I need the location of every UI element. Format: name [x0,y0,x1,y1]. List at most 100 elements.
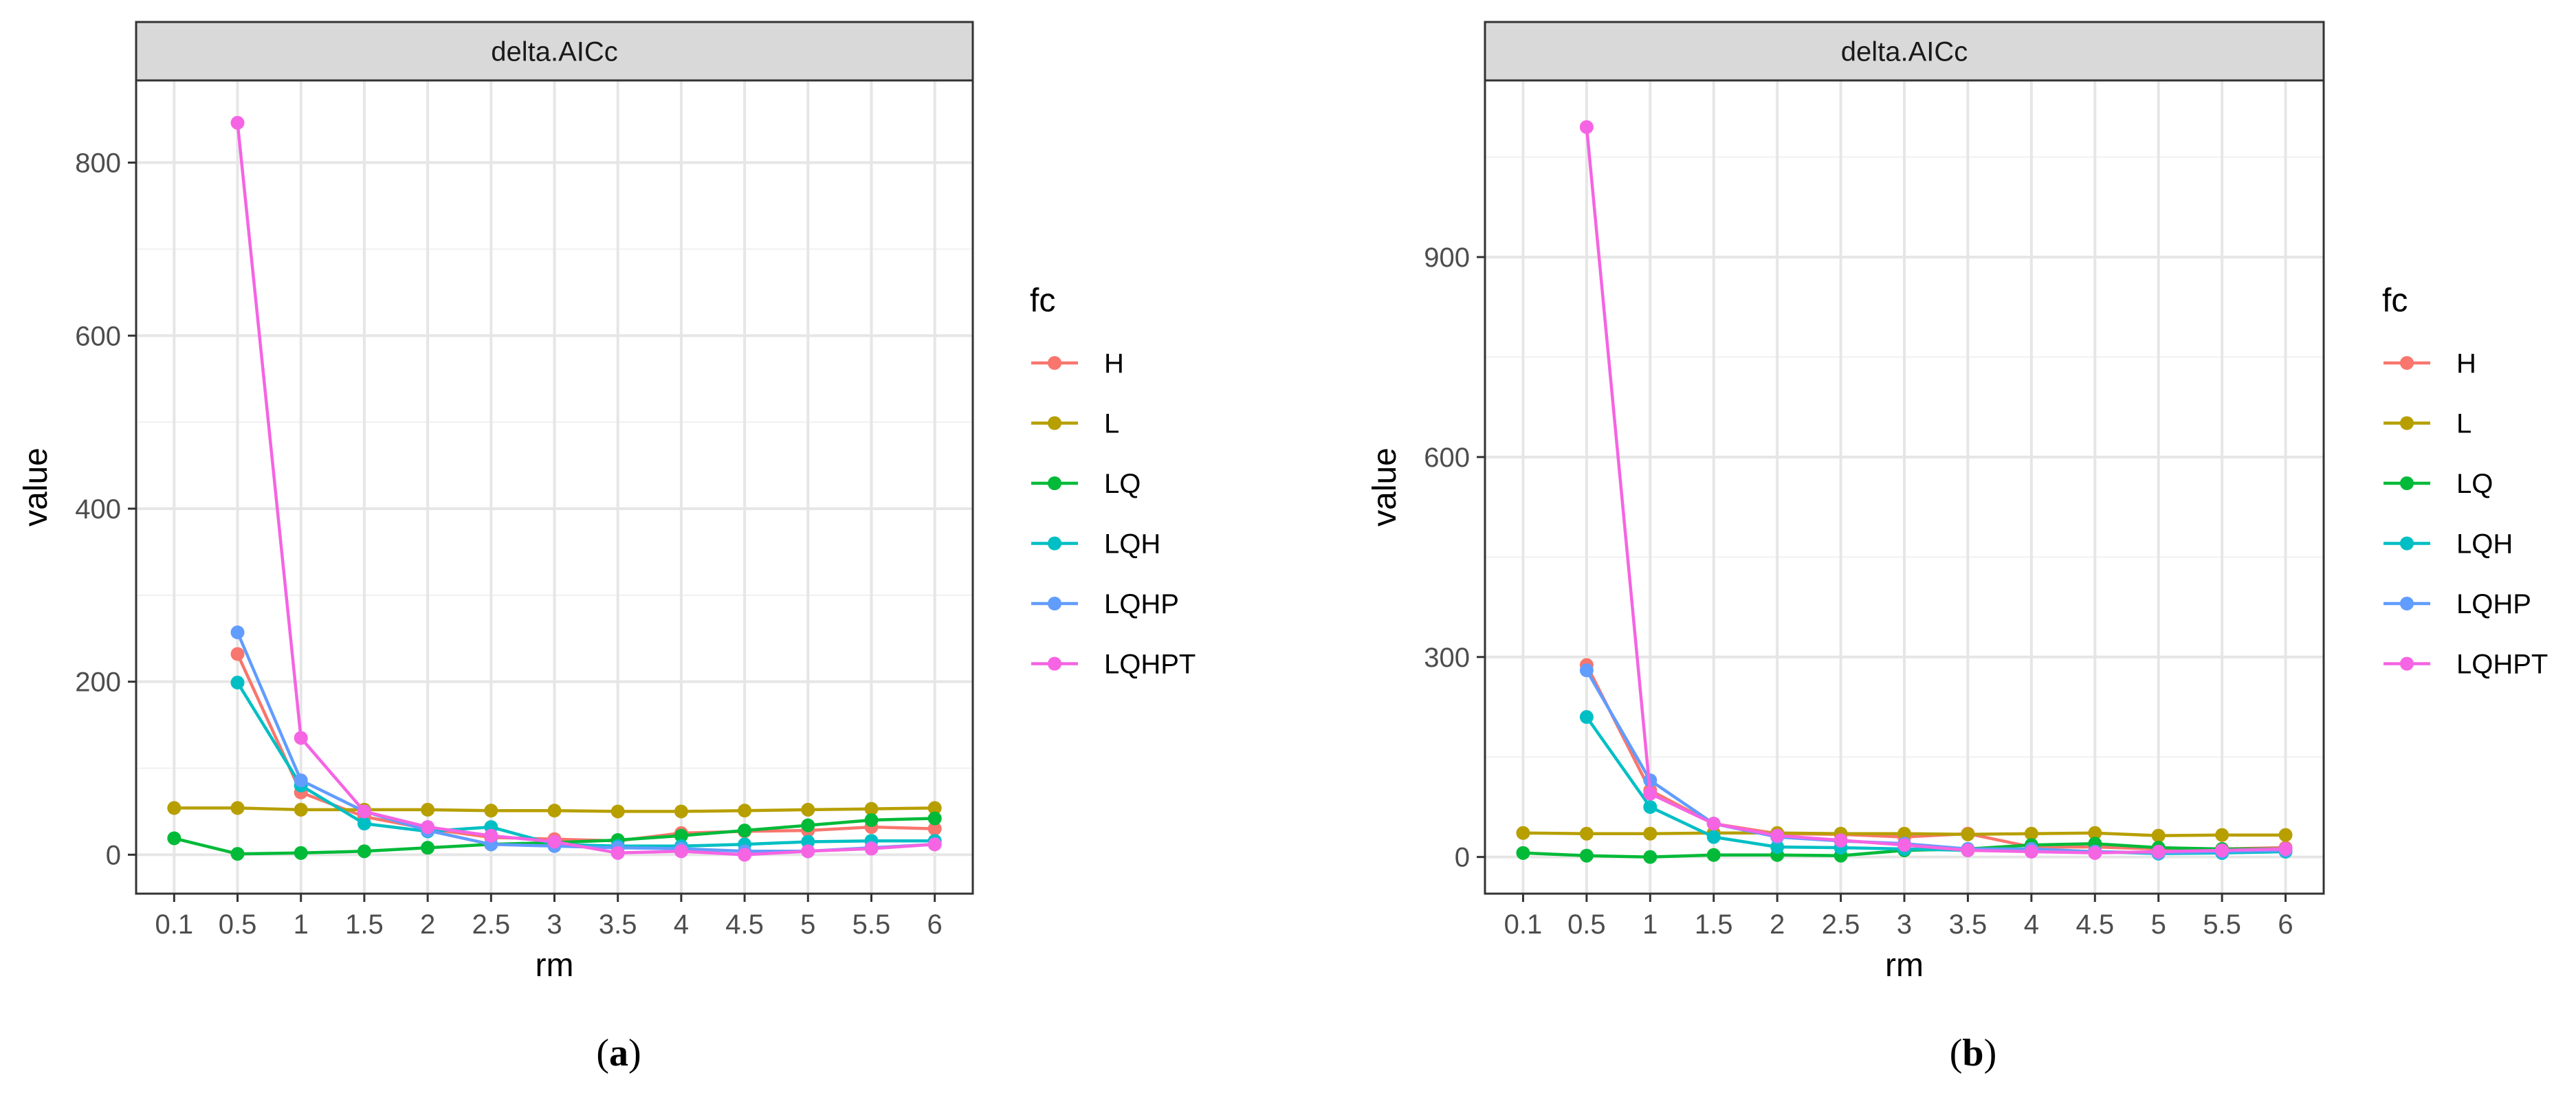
caption-a-open: ( [596,1032,609,1074]
data-point-LQHPT [1706,817,1721,831]
data-point-LQHPT [2151,844,2166,859]
caption-b-close: ) [1983,1032,1997,1074]
data-point-LQ [1706,848,1721,862]
y-tick-label: 800 [75,148,121,179]
data-point-LQ [357,844,371,859]
legend-key-point-LQ [1048,476,1061,490]
data-point-LQHPT [1579,120,1594,134]
data-point-LQHPT [547,835,562,849]
legend-key-point-H [1048,356,1061,370]
series-line-LQH [236,681,935,848]
data-point-LQ [801,818,815,832]
data-point-LQHPT [1834,833,1848,848]
x-tick-label: 0.1 [155,909,194,940]
y-tick-label: 200 [75,667,121,698]
legend-label-L: L [2456,409,2472,439]
x-tick-label: 2.5 [1822,909,1860,940]
data-point-H [230,647,245,661]
legend-key-point-LQHPT [1048,656,1061,671]
legend-label-LQ: LQ [2456,469,2493,499]
x-axis-title: rm [536,947,574,984]
data-point-LQHPT [674,844,688,859]
data-point-LQH [230,675,245,689]
data-point-L [1961,827,1975,841]
data-point-LQHPT [1643,786,1658,801]
data-point-LQHPT [801,844,815,859]
data-point-LQHPT [484,828,498,843]
data-point-LQH [1770,840,1785,854]
legend-key-point-H [2400,356,2414,370]
data-point-L [421,802,435,817]
legend-title: fc [2382,283,2408,319]
legend-key-point-LQ [2400,476,2414,490]
facet-strip-b [1484,21,2325,82]
y-tick-label: 0 [106,840,121,870]
x-tick-label: 0.5 [1567,909,1606,940]
x-tick-label: 3.5 [1949,909,1988,940]
legend-label-LQHPT: LQHPT [1104,650,1196,680]
data-point-L [2278,828,2293,842]
data-point-LQ [421,841,435,855]
legend-key-point-LQHP [2400,597,2414,610]
x-tick-label: 0.5 [219,909,257,940]
facet-strip-a [135,21,974,82]
x-tick-label: 4.5 [725,909,764,940]
legend-key-point-LQH [2400,536,2414,551]
legend-key-point-L [1048,416,1061,430]
data-point-L [864,802,879,816]
series-line-LQHPT [1585,126,2286,855]
data-point-L [2151,828,2166,843]
legend-label-LQHP: LQHP [1104,589,1179,619]
x-tick-label: 4 [674,909,689,940]
data-point-LQ [294,846,308,860]
data-point-L [1643,826,1658,841]
data-point-LQH [801,835,815,849]
facet-strip-label: delta.AICc [1841,37,1968,67]
data-point-L [674,804,688,819]
data-point-L [230,801,245,815]
data-point-L [801,802,815,817]
legend-label-LQHP: LQHP [2456,589,2531,619]
legend-label-H: H [2456,349,2476,379]
x-tick-label: 2 [1770,909,1785,940]
chart-a: 0 200 400 600 800 0.1 0.5 1 1.5 2 2.5 3 3.5 4 4.5 5 5.5 6… [18,21,1196,984]
series-line-LQHPT [236,122,935,857]
data-point-LQHPT [1770,828,1785,843]
caption-b-letter: b [1962,1032,1984,1074]
data-point-L [547,804,562,818]
x-tick-label: 1.5 [345,909,384,940]
data-point-LQ [167,831,181,846]
y-tick-label: 600 [75,321,121,351]
x-tick-label: 4.5 [2076,909,2114,940]
legend-key-point-LQHP [1048,597,1061,610]
data-point-L [1579,826,1594,841]
x-tick-label: 1 [294,909,309,940]
x-tick-label: 2.5 [472,909,510,940]
x-tick-label: 5 [800,909,815,940]
data-point-LQHPT [294,731,308,745]
x-axis-title: rm [1885,947,1924,984]
x-tick-label: 3 [547,909,562,940]
data-point-LQH [1643,799,1658,814]
data-point-LQ [927,811,942,826]
data-point-LQHPT [610,846,625,860]
x-tick-label: 5 [2151,909,2166,940]
legend-label-LQH: LQH [1104,529,1160,560]
data-point-L [738,804,752,818]
legend-label-LQH: LQH [2456,529,2513,560]
legend-label-LQ: LQ [1104,469,1141,499]
x-tick-label: 1.5 [1695,909,1733,940]
data-point-LQH [1579,710,1594,725]
caption-a-letter: a [609,1032,628,1074]
y-tick-label: 900 [1424,243,1470,273]
data-point-L [167,801,181,815]
data-point-LQHPT [230,115,245,130]
data-point-LQHPT [2088,846,2102,860]
x-tick-label: 3 [1897,909,1912,940]
caption-b: (b) [1904,1031,2042,1075]
data-point-L [927,801,942,815]
data-point-LQHPT [927,837,942,852]
data-point-LQHP [1579,663,1594,678]
data-point-LQ [1516,846,1530,860]
